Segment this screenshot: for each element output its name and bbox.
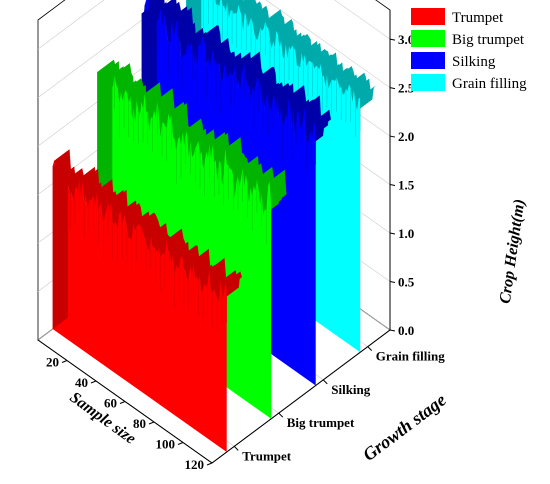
wall-front-face xyxy=(52,160,227,452)
sample-tick-label: 20 xyxy=(46,355,59,370)
sample-tick xyxy=(61,360,68,363)
z-tick-label: 2.5 xyxy=(398,81,415,96)
z-tick xyxy=(389,281,396,284)
z-tick-label: 0.0 xyxy=(398,323,414,338)
x-axis-title: Growth stage xyxy=(359,390,450,465)
data-walls xyxy=(52,0,376,452)
z-tick-label: 1.5 xyxy=(398,178,415,193)
z-tick xyxy=(389,87,396,90)
z-tick xyxy=(389,38,396,41)
sample-tick xyxy=(206,462,213,466)
legend-label: Big trumpet xyxy=(452,32,525,48)
z-tick xyxy=(389,232,396,235)
stage-tick xyxy=(233,446,239,451)
legend-label: Trumpet xyxy=(452,10,504,26)
z-tick-label: 1.0 xyxy=(398,226,414,241)
legend: Trumpet Big trumpet Silking Grain filling xyxy=(411,8,527,92)
axes: 0.0 0.5 1.0 1.5 2.0 2.5 3.0 20 40 60 80 100 120 Trump… xyxy=(37,10,445,472)
sample-tick xyxy=(119,401,126,404)
legend-label: Silking xyxy=(452,54,496,70)
sample-tick xyxy=(148,421,155,425)
stage-tick-label: Trumpet xyxy=(242,448,292,463)
legend-swatch xyxy=(411,74,445,91)
sample-tick-label: 80 xyxy=(133,416,146,431)
legend-label: Grain filling xyxy=(452,76,527,92)
stage-tick xyxy=(367,346,373,351)
stage-tick-label: Grain filling xyxy=(376,349,445,364)
sample-tick-label: 100 xyxy=(156,437,176,452)
series-trumpet xyxy=(52,149,242,452)
stage-tick-label: Silking xyxy=(331,382,371,397)
z-axis-title: Crop Height(m) xyxy=(497,198,528,305)
z-gridline xyxy=(37,0,391,98)
stage-tick-label: Big trumpet xyxy=(287,415,355,430)
legend-swatch xyxy=(411,52,445,69)
wall-end-cap xyxy=(52,155,68,329)
z-tick xyxy=(389,184,396,187)
z-tick xyxy=(389,329,396,332)
z-tick-label: 2.0 xyxy=(398,129,414,144)
sample-tick-label: 120 xyxy=(185,457,205,472)
z-tick-label: 3.0 xyxy=(398,32,414,47)
z-gridline xyxy=(37,0,391,50)
z-tick xyxy=(389,135,396,138)
sample-tick xyxy=(90,380,97,384)
legend-swatch xyxy=(411,8,445,25)
sample-tick-label: 60 xyxy=(104,396,117,411)
stage-tick xyxy=(278,412,284,418)
stage-tick xyxy=(322,379,328,385)
sample-tick-label: 40 xyxy=(75,375,88,390)
stage-axis-line xyxy=(211,329,391,464)
legend-swatch xyxy=(411,30,445,47)
z-tick-label: 0.5 xyxy=(398,275,415,290)
sample-tick xyxy=(177,442,184,445)
